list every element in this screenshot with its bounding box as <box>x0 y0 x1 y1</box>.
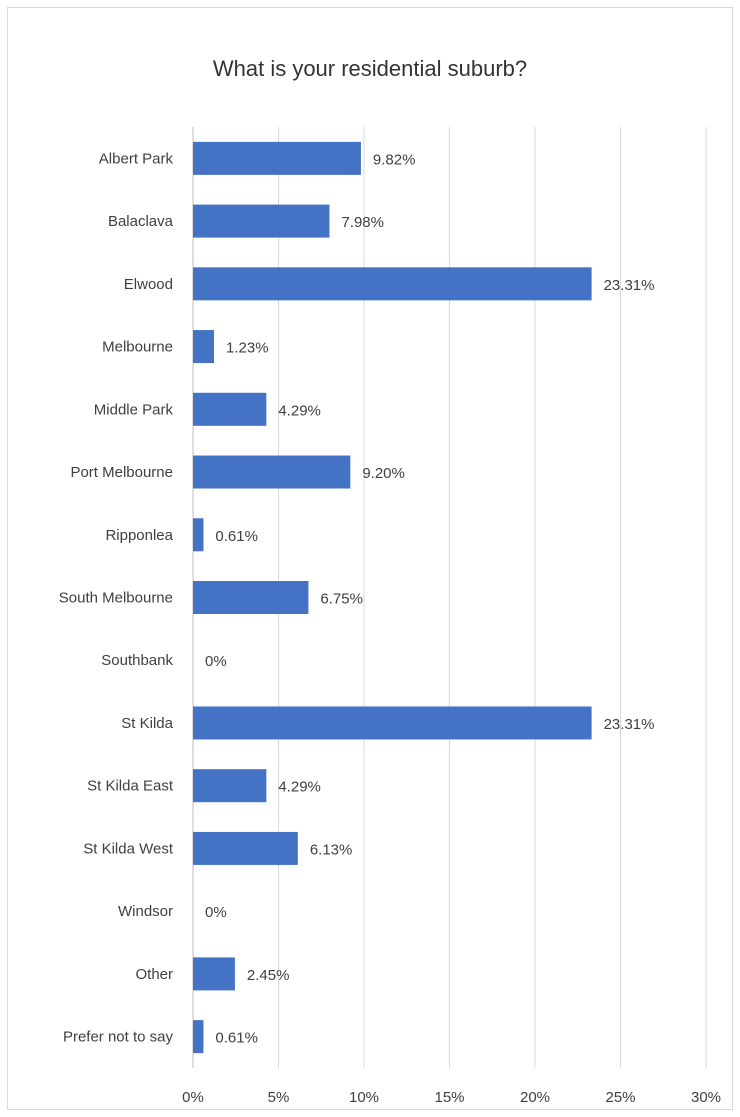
bar <box>193 706 592 740</box>
bar <box>193 455 351 489</box>
category-label: St Kilda East <box>87 778 174 795</box>
x-tick-label: 5% <box>268 1089 290 1106</box>
chart-title: What is your residential suburb? <box>212 56 528 81</box>
data-label: 0.61% <box>215 1030 258 1047</box>
bar <box>193 267 592 301</box>
data-label: 9.82% <box>373 151 416 168</box>
category-label: Middle Park <box>94 401 174 418</box>
category-label: Balaclava <box>108 213 174 230</box>
category-label: Port Melbourne <box>70 464 173 481</box>
category-label: St Kilda <box>121 715 173 732</box>
bar <box>193 330 215 364</box>
bar <box>193 581 309 614</box>
data-label: 23.31% <box>604 277 655 294</box>
bar <box>193 1020 204 1054</box>
category-label: Albert Park <box>99 150 174 167</box>
category-label: St Kilda West <box>83 840 174 857</box>
category-label: South Melbourne <box>59 590 173 607</box>
x-tick-label: 10% <box>349 1089 379 1106</box>
value-labels: 9.82% 7.98% 23.31% 1.23% 4.29% 9.20% 0.61% 6.75… <box>205 151 654 1046</box>
data-label: 6.13% <box>310 841 353 858</box>
x-tick-label: 15% <box>434 1089 464 1106</box>
x-tick-label: 20% <box>520 1089 550 1106</box>
chart-frame <box>7 7 733 1110</box>
category-label: Melbourne <box>102 339 173 356</box>
data-label: 0.61% <box>215 528 258 545</box>
bar <box>193 204 330 238</box>
data-label: 7.98% <box>341 214 384 231</box>
data-label: 0% <box>205 904 227 921</box>
data-label: 4.29% <box>278 402 321 419</box>
data-label: 0% <box>205 653 227 670</box>
data-label: 2.45% <box>247 967 290 984</box>
category-label: Elwood <box>124 276 173 293</box>
bar <box>193 518 204 552</box>
category-label: Southbank <box>101 652 173 669</box>
category-label: Ripponlea <box>105 527 173 544</box>
data-label: 1.23% <box>226 340 269 357</box>
bar <box>193 957 235 991</box>
data-label: 4.29% <box>278 779 321 796</box>
data-label: 6.75% <box>320 591 363 608</box>
data-label: 9.20% <box>362 465 405 482</box>
x-tick-label: 30% <box>691 1089 721 1106</box>
bar <box>193 831 298 865</box>
x-tick-label: 0% <box>182 1089 204 1106</box>
category-label: Other <box>135 966 173 983</box>
bar <box>193 769 267 803</box>
bars <box>193 141 592 1054</box>
data-label: 23.31% <box>604 716 655 733</box>
x-tick-label: 25% <box>605 1089 635 1106</box>
bar <box>193 392 267 426</box>
category-label: Windsor <box>118 903 173 920</box>
category-labels: Albert Park Balaclava Elwood Melbourne Middl… <box>59 150 174 1045</box>
x-tick-labels: 0% 5% 10% 15% 20% 25% 30% <box>182 1089 721 1106</box>
category-label: Prefer not to say <box>63 1029 174 1046</box>
bar <box>193 141 361 175</box>
